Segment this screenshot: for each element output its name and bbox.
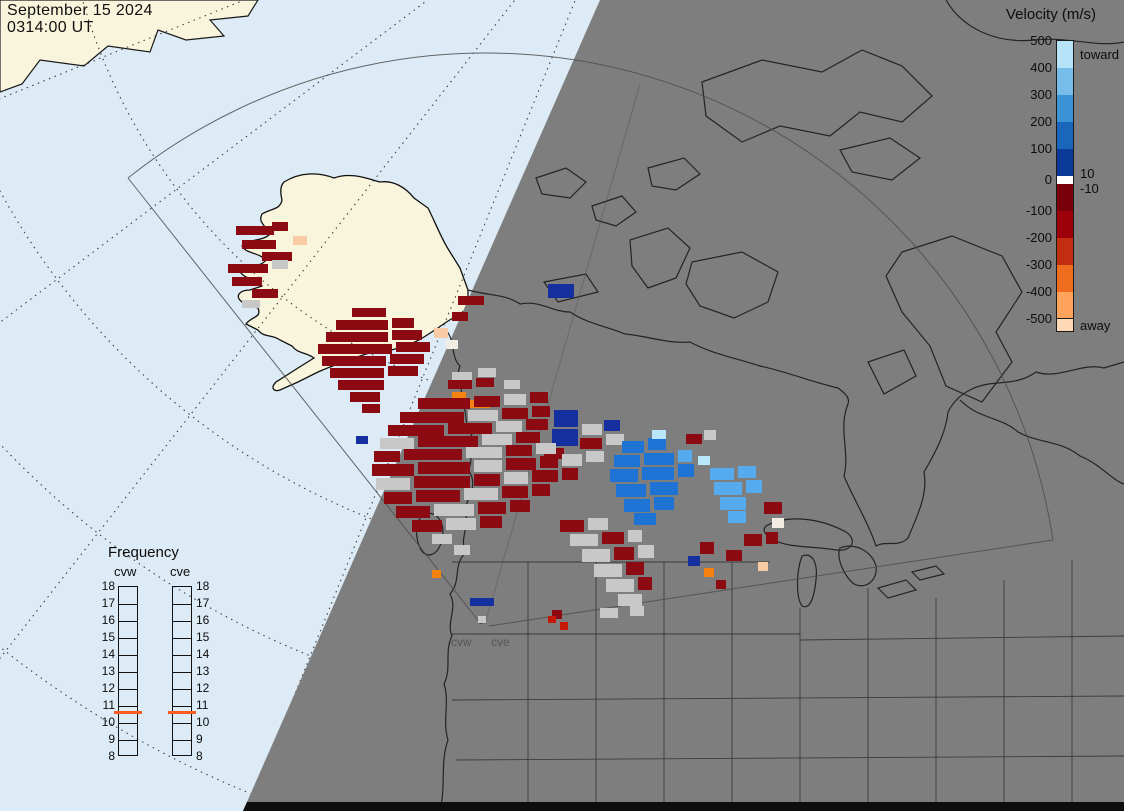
frequency-tick-label: 12 [101, 681, 115, 695]
frequency-tick-label: 18 [196, 579, 210, 593]
frequency-tick-label: 8 [108, 749, 115, 763]
frequency-scale-step [173, 604, 191, 621]
frequency-scale-step [173, 706, 191, 723]
toward-label: toward [1080, 47, 1120, 62]
velocity-colorbar-segment [1057, 184, 1073, 211]
timestamp: September 15 2024 0314:00 UT [7, 2, 153, 36]
frequency-scale-step [119, 638, 137, 655]
velocity-tick-label: -400 [1025, 284, 1052, 299]
frequency-tick-label: 10 [101, 715, 115, 729]
velocity-colorbar-endcap [1056, 318, 1074, 332]
frequency-scale-step [119, 672, 137, 689]
frequency-column-label-cve: cve [170, 564, 191, 579]
velocity-tick-label: 10 [1080, 166, 1095, 181]
map-edge-strip [243, 802, 1124, 811]
velocity-tick-label: -500 [1025, 311, 1052, 326]
frequency-tick-label: 8 [196, 749, 203, 763]
frequency-marker [168, 711, 196, 714]
frequency-tick-label: 14 [196, 647, 210, 661]
frequency-scale-step [119, 740, 137, 757]
frequency-marker [114, 711, 142, 714]
velocity-colorbar-segment [1057, 292, 1073, 319]
frequency-scale-step [119, 621, 137, 638]
frequency-tick-label: 11 [196, 698, 209, 712]
velocity-colorbar-segment [1057, 238, 1073, 265]
frequency-scale-step [119, 706, 137, 723]
velocity-tick-label: 0 [1044, 172, 1052, 187]
frequency-tick-label: 17 [196, 596, 210, 610]
state-borders [451, 560, 1124, 811]
frequency-tick-label: 18 [101, 579, 115, 593]
frequency-scale-step [119, 689, 137, 706]
frequency-scale-step [173, 689, 191, 706]
frequency-tick-label: 16 [101, 613, 115, 627]
frequency-tick-label: 9 [196, 732, 203, 746]
frequency-tick-label: 14 [101, 647, 115, 661]
away-label: away [1080, 318, 1111, 333]
frequency-scale-step [173, 655, 191, 672]
velocity-legend: Velocity (m/s) 500 400 300 200 100 0 -100 -200 -… [990, 6, 1122, 366]
frequency-legend-title: Frequency [108, 544, 179, 561]
velocity-colorbar-segment [1057, 68, 1073, 95]
velocity-tick-label: 200 [1030, 114, 1052, 129]
frequency-scale-step [119, 655, 137, 672]
velocity-colorbar [1056, 40, 1074, 319]
frequency-scale-step [173, 723, 191, 740]
frequency-scale-cvw [118, 586, 138, 756]
frequency-tick-label: 15 [196, 630, 210, 644]
frequency-tick-label: 13 [196, 664, 210, 678]
siberia-landmass [0, 0, 259, 93]
velocity-tick-label: 500 [1030, 33, 1052, 48]
velocity-tick-label: 300 [1030, 87, 1052, 102]
velocity-colorbar-segment [1057, 149, 1073, 176]
radar-fov-outline [127, 52, 1054, 627]
velocity-legend-title: Velocity (m/s) [1006, 6, 1097, 23]
frequency-tick-label: 16 [196, 613, 210, 627]
frequency-scale-step [119, 587, 137, 604]
frequency-tick-label: 15 [101, 630, 115, 644]
velocity-colorbar-segment [1057, 265, 1073, 292]
radar-site-label-cve: cve [491, 635, 510, 649]
velocity-colorbar-segment [1057, 95, 1073, 122]
velocity-tick-label: -100 [1025, 203, 1052, 218]
frequency-legend: Frequency cvw cve 18 18 17 17 16 16 15 15 14 14 13… [92, 542, 232, 782]
velocity-colorbar-segment [1057, 211, 1073, 238]
velocity-colorbar-segment [1057, 41, 1073, 68]
frequency-scale-step [173, 638, 191, 655]
velocity-tick-label: -10 [1080, 181, 1099, 196]
frequency-tick-label: 12 [196, 681, 210, 695]
velocity-colorbar-segment [1057, 122, 1073, 149]
frequency-tick-label: 10 [196, 715, 210, 729]
frequency-scale-step [173, 740, 191, 757]
frequency-scale-step [119, 604, 137, 621]
frequency-column-label-cvw: cvw [114, 564, 137, 579]
time-text: 0314:00 UT [7, 19, 94, 36]
velocity-tick-label: -300 [1025, 257, 1052, 272]
night-region [243, 0, 1124, 811]
frequency-scale-step [173, 587, 191, 604]
radar-site-dot [478, 618, 484, 624]
frequency-tick-label: 9 [108, 732, 115, 746]
velocity-tick-label: 400 [1030, 60, 1052, 75]
frequency-tick-label: 11 [102, 698, 115, 712]
frequency-scale-step [173, 621, 191, 638]
frequency-scale-cve [172, 586, 192, 756]
frequency-tick-label: 17 [101, 596, 115, 610]
frequency-scale-step [119, 723, 137, 740]
radar-site-label-cvw: cvw [451, 635, 472, 649]
frequency-scale-step [173, 672, 191, 689]
velocity-tick-label: 100 [1030, 141, 1052, 156]
date-text: September 15 2024 [7, 2, 153, 19]
velocity-colorbar-segment [1057, 176, 1073, 184]
frequency-tick-label: 13 [101, 664, 115, 678]
velocity-tick-label: -200 [1025, 230, 1052, 245]
